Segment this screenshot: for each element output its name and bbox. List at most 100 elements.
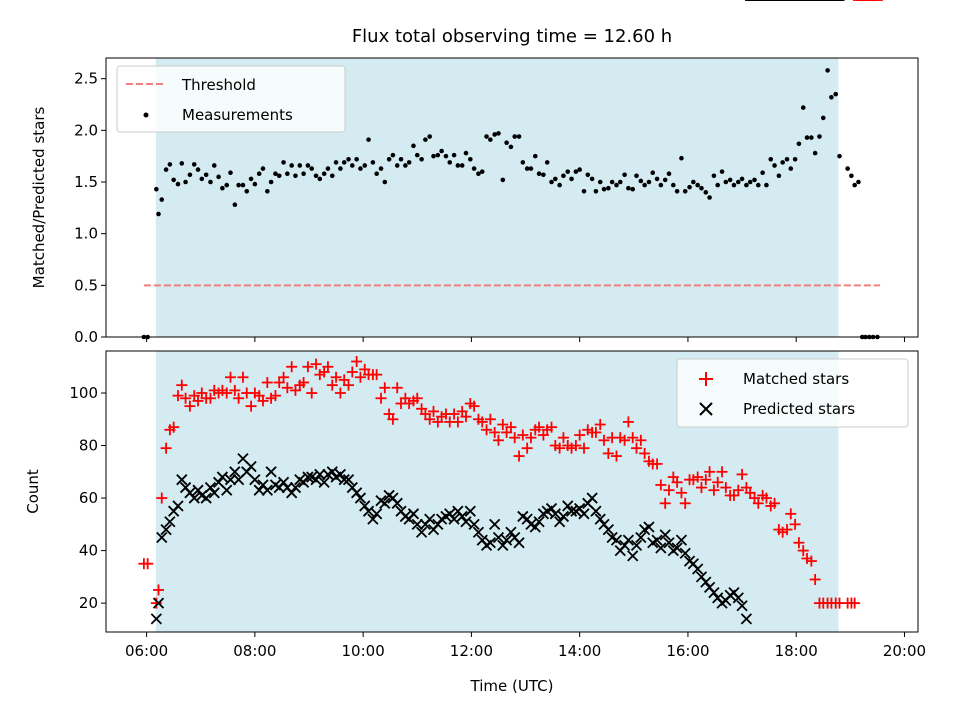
matched-point <box>428 405 440 417</box>
measurement-point <box>565 169 571 174</box>
measurement-point <box>382 179 388 185</box>
matched-point <box>156 492 168 504</box>
predicted-point <box>176 474 188 486</box>
measurement-point <box>747 179 753 185</box>
legend-threshold-label: Threshold <box>181 76 256 94</box>
predicted-point <box>472 526 485 538</box>
measurement-point <box>175 181 181 187</box>
measurement-point <box>325 166 331 171</box>
measurement-point <box>216 174 221 180</box>
matched-point <box>424 413 436 425</box>
matched-point <box>225 371 237 383</box>
measurement-point <box>622 172 627 178</box>
measurement-point <box>671 182 676 188</box>
measurement-point <box>479 169 485 174</box>
measurement-point <box>268 179 274 185</box>
measurement-point <box>350 163 355 168</box>
matched-point <box>692 471 704 483</box>
measurement-point <box>240 182 246 188</box>
measurement-point <box>752 177 757 183</box>
measurement-point <box>183 179 188 185</box>
measurement-point <box>654 176 660 182</box>
matched-point <box>627 432 639 444</box>
measurement-point <box>276 173 282 179</box>
top-data-marks <box>141 68 881 340</box>
predicted-point <box>362 505 375 517</box>
matched-point <box>481 424 493 436</box>
predicted-point <box>635 531 647 544</box>
matched-point <box>590 426 602 438</box>
y-tick-label: 1.5 <box>74 173 98 191</box>
matched-point <box>700 474 712 486</box>
measurement-point <box>232 202 238 208</box>
measurement-point <box>634 173 639 179</box>
measurement-point <box>354 156 359 162</box>
predicted-point <box>497 539 509 551</box>
measurement-point <box>435 152 441 158</box>
predicted-point <box>407 508 420 520</box>
measurement-point <box>224 182 230 188</box>
predicted-point <box>371 508 383 520</box>
predicted-point <box>354 492 367 504</box>
measurement-point <box>772 163 777 168</box>
measurement-point <box>776 173 782 179</box>
matched-point <box>663 484 675 496</box>
matched-point <box>184 400 196 412</box>
measurement-point <box>256 171 262 177</box>
measurement-point <box>516 134 522 139</box>
measurement-point <box>512 134 518 139</box>
predicted-point <box>562 500 574 512</box>
matched-point <box>391 382 403 394</box>
matched-point <box>387 413 399 425</box>
measurement-point <box>544 160 550 165</box>
predicted-point <box>659 529 671 541</box>
measurement-point <box>597 179 603 185</box>
measurement-point <box>650 170 656 175</box>
matched-point <box>736 468 748 480</box>
measurement-point <box>524 166 530 171</box>
matched-point <box>237 371 249 383</box>
measurement-point <box>585 172 591 178</box>
predicted-point <box>740 613 753 625</box>
matched-point <box>269 390 281 402</box>
measurement-point <box>800 105 806 110</box>
matched-point <box>326 379 338 391</box>
x-tick-label: 16:00 <box>666 642 709 660</box>
measurement-point <box>317 176 323 182</box>
measurement-point <box>484 134 489 139</box>
measurement-point <box>601 186 607 192</box>
predicted-point <box>367 513 379 525</box>
matched-point <box>150 597 162 609</box>
measurement-point <box>809 135 814 140</box>
measurement-point <box>577 167 582 172</box>
matched-point <box>525 432 537 444</box>
matched-point <box>602 447 614 459</box>
measurement-point <box>431 153 436 159</box>
predicted-point <box>448 513 460 525</box>
measurement-point <box>346 156 351 162</box>
measurement-point <box>468 156 473 162</box>
y-tick-label: 2.0 <box>74 121 98 139</box>
measurement-point <box>528 166 534 171</box>
y-tick-label: 100 <box>69 384 98 402</box>
matched-point <box>720 482 732 494</box>
measurement-point <box>370 160 376 165</box>
matched-point <box>619 434 631 446</box>
measurement-point <box>780 160 785 165</box>
measurement-point <box>553 176 558 182</box>
measurement-point <box>321 171 327 177</box>
measurement-point <box>419 156 424 162</box>
matched-point <box>180 392 192 404</box>
matched-point <box>379 382 391 394</box>
matched-point <box>517 429 529 441</box>
measurement-point <box>569 176 574 182</box>
bottom-panel: 20 40 60 80 100 06:00 08:00 10:00 12:00 14:00 16:… <box>24 0 926 695</box>
matched-point <box>513 450 525 462</box>
measurement-point <box>455 163 461 168</box>
measurement-point <box>191 162 197 167</box>
matched-point <box>610 450 622 462</box>
matched-point <box>675 487 687 499</box>
measurement-point <box>626 185 631 191</box>
predicted-point <box>289 481 302 494</box>
matched-point <box>533 421 545 433</box>
